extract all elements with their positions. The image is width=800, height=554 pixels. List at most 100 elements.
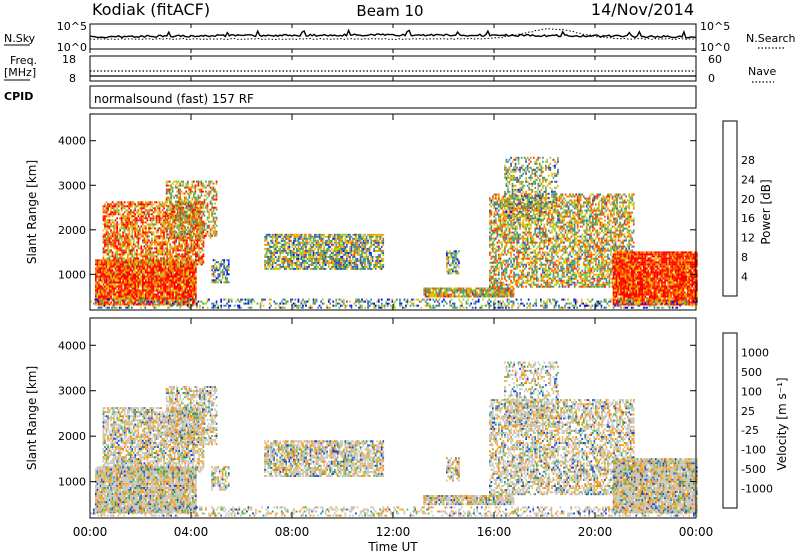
noise-left-label: N.Sky xyxy=(4,32,36,45)
heatmap-cell xyxy=(174,266,176,268)
heatmap-cell xyxy=(156,280,158,282)
heatmap-cell xyxy=(150,304,152,306)
heatmap-cell xyxy=(125,237,127,239)
heatmap-cell xyxy=(130,257,132,259)
heatmap-cell xyxy=(171,261,173,263)
heatmap-cell xyxy=(113,266,115,268)
heatmap-cell xyxy=(174,276,176,278)
heatmap-cell xyxy=(168,290,170,292)
heatmap-cell xyxy=(177,282,179,284)
heatmap-cell xyxy=(103,229,105,231)
heatmap-cell xyxy=(168,268,170,270)
noise-panel: N.Sky 10^5 10^0 10^5 10^0 N.Search xyxy=(4,20,796,54)
heatmap-cell xyxy=(141,282,143,284)
heatmap-cell xyxy=(134,274,136,276)
heatmap-cell xyxy=(139,280,141,282)
heatmap-cell xyxy=(101,266,103,268)
heatmap-cell xyxy=(134,298,136,300)
heatmap-cell xyxy=(169,274,171,276)
heatmap-cell xyxy=(119,274,121,276)
noise-right-tick-top: 10^5 xyxy=(700,20,730,33)
heatmap-cell xyxy=(97,274,99,276)
heatmap-cell xyxy=(103,261,105,263)
heatmap-cell xyxy=(181,288,183,290)
heatmap-cell xyxy=(174,274,176,276)
heatmap-cell xyxy=(119,278,121,280)
heatmap-cell xyxy=(194,259,196,261)
heatmap-cell xyxy=(124,235,126,237)
heatmap-cell xyxy=(148,274,150,276)
heatmap-cell xyxy=(162,278,164,280)
heatmap-cell xyxy=(151,280,153,282)
heatmap-cell xyxy=(125,241,127,243)
heatmap-cell xyxy=(138,284,140,286)
heatmap-cell xyxy=(162,270,164,272)
heatmap-cell xyxy=(107,241,109,243)
heatmap-cell xyxy=(171,270,173,272)
heatmap-cell xyxy=(122,284,124,286)
heatmap-cell xyxy=(128,292,130,294)
heatmap-cell xyxy=(133,292,135,294)
heatmap-cell xyxy=(127,261,129,263)
heatmap-cell xyxy=(109,278,111,280)
heatmap-cell xyxy=(150,284,152,286)
heatmap-cell xyxy=(177,276,179,278)
heatmap-cell xyxy=(97,292,99,294)
heatmap-cell xyxy=(178,270,180,272)
heatmap-cell xyxy=(177,296,179,298)
heatmap-cell xyxy=(116,286,118,288)
heatmap-cell xyxy=(115,247,117,249)
heatmap-cell xyxy=(142,270,144,272)
heatmap-cell xyxy=(125,249,127,251)
heatmap-cell xyxy=(107,272,109,274)
heatmap-cell xyxy=(118,268,120,270)
heatmap-cell xyxy=(121,266,123,268)
heatmap-cell xyxy=(100,284,102,286)
heatmap-cell xyxy=(127,213,129,215)
heatmap-cell xyxy=(110,290,112,292)
heatmap-cell xyxy=(134,270,136,272)
heatmap-cell xyxy=(189,284,191,286)
heatmap-cell xyxy=(107,207,109,209)
heatmap-cell xyxy=(148,280,150,282)
heatmap-cell xyxy=(156,266,158,268)
heatmap-cell xyxy=(118,274,120,276)
heatmap-cell xyxy=(104,290,106,292)
heatmap-cell xyxy=(103,233,105,235)
heatmap-cell xyxy=(115,288,117,290)
heatmap-cell xyxy=(113,261,115,263)
heatmap-cell xyxy=(141,296,143,298)
heatmap-cell xyxy=(107,243,109,245)
heatmap-cell xyxy=(147,288,149,290)
heatmap-cell xyxy=(115,296,117,298)
heatmap-cell xyxy=(97,288,99,290)
heatmap-cell xyxy=(194,282,196,284)
heatmap-cell xyxy=(104,215,106,217)
heatmap-cell xyxy=(175,268,177,270)
heatmap-cell xyxy=(130,296,132,298)
heatmap-cell xyxy=(183,296,185,298)
heatmap-cell xyxy=(97,276,99,278)
heatmap-cell xyxy=(110,231,112,233)
heatmap-cell xyxy=(178,292,180,294)
heatmap-cell xyxy=(119,296,121,298)
heatmap-cell xyxy=(130,268,132,270)
heatmap-cell xyxy=(118,290,120,292)
heatmap-cell xyxy=(138,286,140,288)
heatmap-cell xyxy=(101,274,103,276)
heatmap-cell xyxy=(178,288,180,290)
heatmap-cell xyxy=(131,284,133,286)
heatmap-cell xyxy=(109,227,111,229)
heatmap-cell xyxy=(145,290,147,292)
heatmap-cell xyxy=(127,296,129,298)
heatmap-cell xyxy=(139,270,141,272)
heatmap-cell xyxy=(107,259,109,261)
heatmap-cell xyxy=(178,290,180,292)
heatmap-cell xyxy=(113,241,115,243)
heatmap-cell xyxy=(138,296,140,298)
heatmap-cell xyxy=(103,247,105,249)
heatmap-cell xyxy=(160,270,162,272)
heatmap-cell xyxy=(122,203,124,205)
heatmap-cell xyxy=(136,282,138,284)
heatmap-cell xyxy=(106,211,108,213)
